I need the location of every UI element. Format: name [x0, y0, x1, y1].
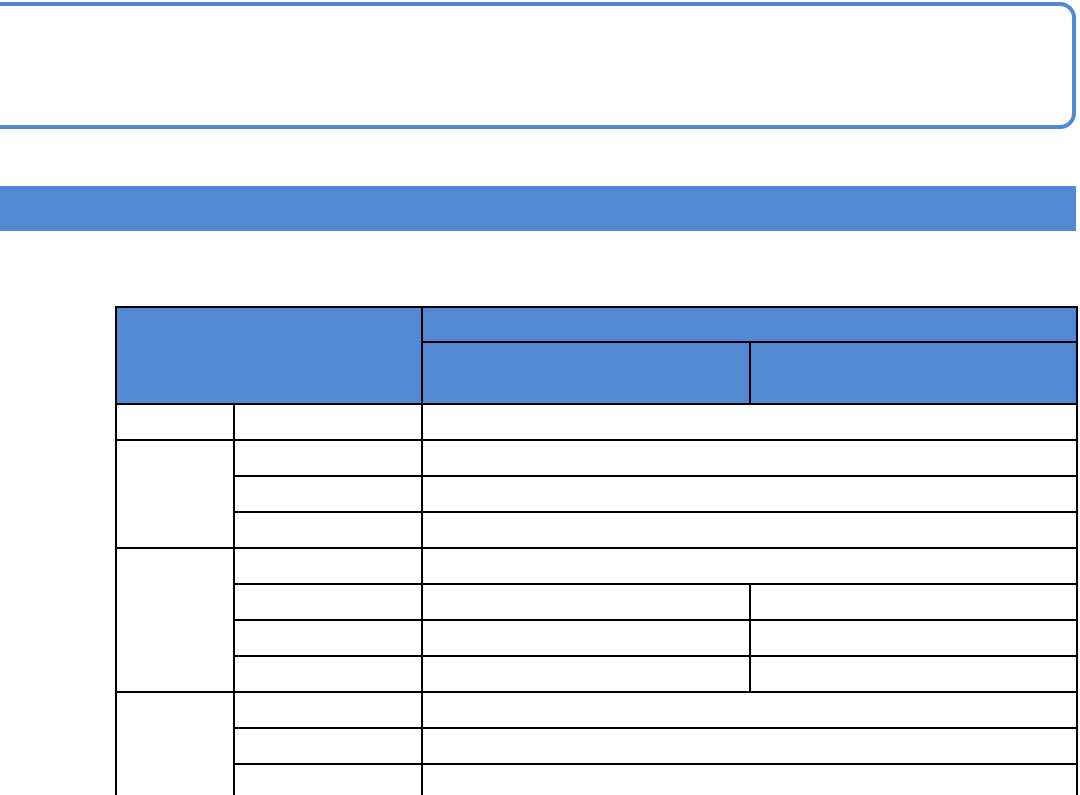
table-cell: [749, 583, 1078, 621]
table-row: [116, 655, 1078, 693]
table-cell: [421, 727, 1078, 765]
table-cell: [233, 511, 423, 549]
table-cell: [233, 403, 423, 441]
table-cell: [421, 691, 1078, 729]
table-row: [116, 763, 1078, 795]
table-cell: [421, 547, 1078, 585]
header-cell-left-merged: [115, 306, 423, 405]
table-cell-group-label: [115, 439, 235, 549]
table-row: [115, 547, 1078, 693]
table-cell: [421, 475, 1078, 513]
table-cell: [233, 475, 423, 513]
table-cell: [421, 403, 1078, 441]
table-cell: [421, 439, 1078, 477]
table-cell: [233, 727, 423, 765]
table-cell: [233, 691, 423, 729]
table-cell: [421, 511, 1078, 549]
header-cell-sub-right: [749, 341, 1078, 405]
table-row: [115, 439, 1078, 549]
table-cell: [233, 655, 423, 693]
table-cell: [233, 763, 423, 795]
table-cell: [749, 655, 1078, 693]
table-cell: [749, 619, 1078, 657]
table-cell: [421, 583, 751, 621]
table-cell: [233, 619, 423, 657]
table-cell: [115, 403, 235, 441]
table-row: [116, 727, 1078, 765]
header-cell-top-right: [421, 306, 1078, 343]
table-cell: [421, 763, 1078, 795]
table-row: [116, 583, 1078, 621]
table-header-row-2: [116, 341, 1078, 405]
table-row: [115, 691, 1078, 795]
spec-table-container: [115, 306, 1078, 795]
table-cell: [421, 619, 751, 657]
table-cell: [233, 583, 423, 621]
table-row: [116, 619, 1078, 657]
table-row: [115, 403, 1078, 441]
table-row: [116, 511, 1078, 549]
table-cell-group-label: [115, 691, 235, 795]
table-cell: [233, 439, 423, 477]
rounded-textbox: [0, 2, 1076, 129]
table-cell-group-label: [115, 547, 235, 693]
spec-table: [115, 306, 1078, 795]
header-cell-sub-left: [421, 341, 751, 405]
table-row: [116, 475, 1078, 513]
section-heading-bar: [0, 186, 1076, 231]
table-header-row-1: [115, 306, 1078, 405]
table-cell: [233, 547, 423, 585]
table-cell: [421, 655, 751, 693]
